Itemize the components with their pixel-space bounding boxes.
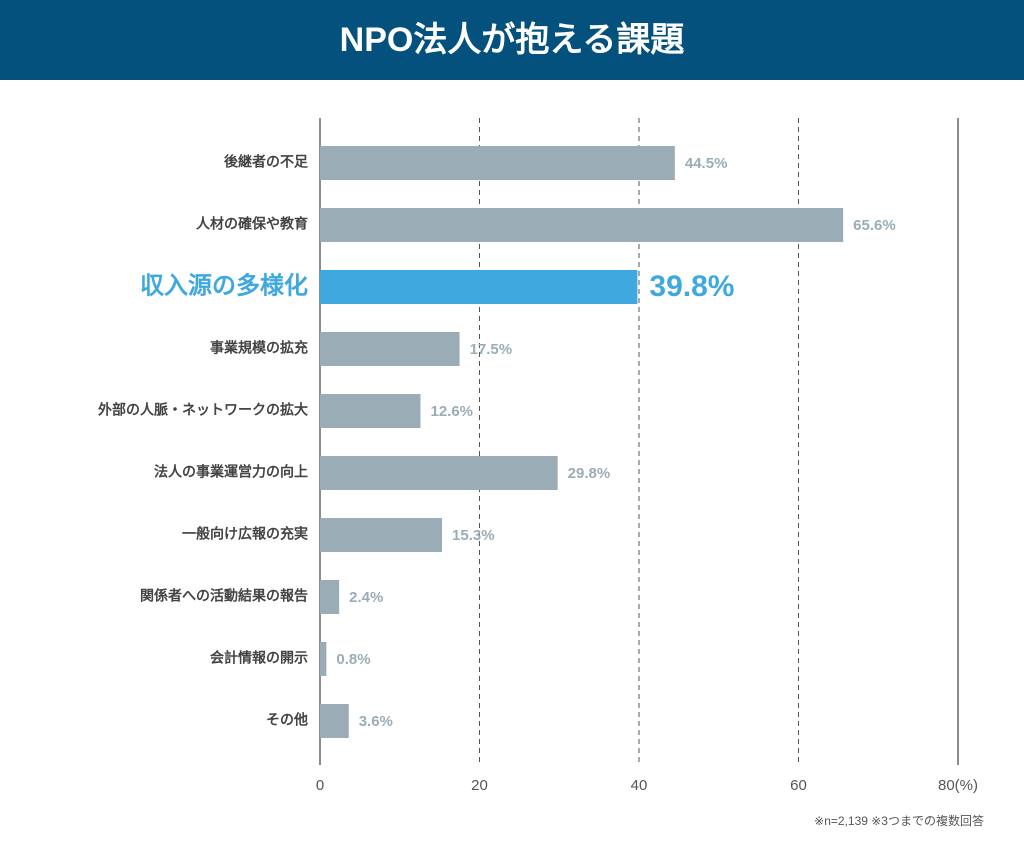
- bar: [320, 270, 638, 304]
- x-tick-label: 60: [790, 777, 807, 794]
- bar: [320, 208, 844, 242]
- category-label: 一般向け広報の充実: [182, 526, 308, 542]
- x-tick-label: 40: [631, 777, 648, 794]
- value-label: 3.6%: [359, 713, 393, 730]
- value-label: 0.8%: [336, 651, 370, 668]
- bar: [320, 146, 675, 180]
- footnote: ※n=2,139 ※3つまでの複数回答: [814, 813, 984, 828]
- x-tick-label: 0: [316, 777, 324, 794]
- x-tick-label: 80(%): [938, 777, 978, 794]
- bar: [320, 456, 558, 490]
- category-label: 人材の確保や教育: [196, 216, 308, 232]
- category-label: 関係者への活動結果の報告: [140, 588, 308, 604]
- chart-title: NPO法人が抱える課題: [340, 20, 685, 59]
- bar: [320, 704, 349, 738]
- category-label: 外部の人脈・ネットワークの拡大: [98, 402, 308, 418]
- value-label: 15.3%: [452, 527, 495, 544]
- value-label: 17.5%: [470, 341, 513, 358]
- value-label: 65.6%: [853, 217, 896, 234]
- category-label: 収入源の多様化: [140, 271, 308, 299]
- value-label: 39.8%: [649, 270, 734, 303]
- category-label: その他: [266, 712, 308, 728]
- category-label: 会計情報の開示: [210, 650, 308, 666]
- header-band: [0, 0, 1024, 80]
- category-label: 後継者の不足: [224, 154, 309, 170]
- bar: [320, 332, 460, 366]
- bar: [320, 394, 421, 428]
- category-label: 法人の事業運営力の向上: [154, 464, 308, 480]
- value-label: 12.6%: [430, 403, 473, 420]
- value-label: 44.5%: [685, 155, 728, 172]
- bar: [320, 642, 327, 676]
- bar: [320, 518, 443, 552]
- x-tick-label: 20: [471, 777, 488, 794]
- category-label: 事業規模の拡充: [210, 340, 308, 356]
- value-label: 2.4%: [349, 589, 383, 606]
- value-label: 29.8%: [568, 465, 611, 482]
- bar: [320, 580, 340, 614]
